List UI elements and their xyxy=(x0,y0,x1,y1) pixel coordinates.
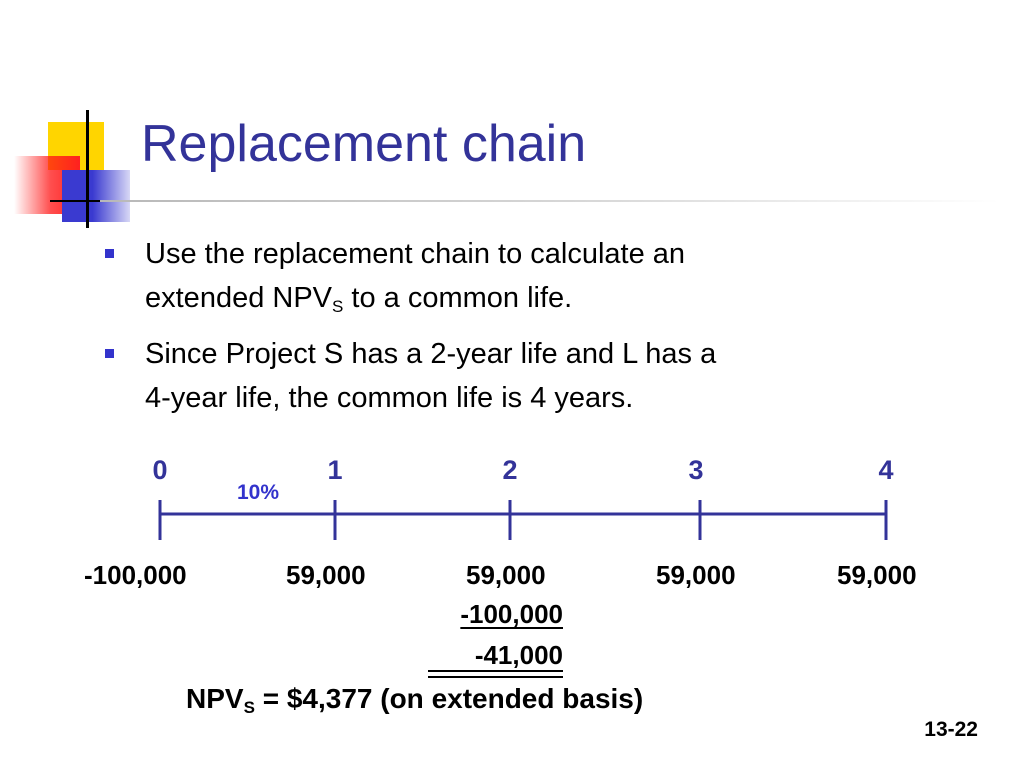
timeline-axis xyxy=(158,500,888,540)
double-underline-top xyxy=(428,670,563,672)
slide-title: Replacement chain xyxy=(141,115,587,173)
double-underline-bottom xyxy=(428,676,563,678)
timeline-period-label: 0 xyxy=(152,455,168,485)
decorative-logo xyxy=(0,100,150,230)
bullet-line: Use the replacement chain to calculate a… xyxy=(145,238,686,270)
net-cash-flow-value: -41,000 xyxy=(474,640,563,670)
cash-flow-value: -100,000 xyxy=(84,560,187,590)
discount-rate-label: 10% xyxy=(237,481,280,504)
bullet-line: extended NPVS to a common life. xyxy=(145,276,905,320)
bullet-text: Use the replacement chain to calculate a… xyxy=(145,232,905,320)
bullet-line: Since Project S has a 2-year life and L … xyxy=(145,338,717,370)
bullet-item: Since Project S has a 2-year life and L … xyxy=(105,332,905,422)
bullet-text-segment: extended NPV xyxy=(145,282,333,314)
timeline-period-label: 4 xyxy=(878,455,894,485)
cash-flow-value: 59,000 xyxy=(466,560,546,590)
bullet-marker-icon xyxy=(105,249,114,258)
npv-label: NPV xyxy=(186,683,244,714)
subscript: S xyxy=(243,698,255,717)
logo-blue-square xyxy=(62,170,130,222)
replacement-cost-value: -100,000 xyxy=(460,599,563,629)
cash-flow-value: 59,000 xyxy=(837,560,917,590)
timeline-period-label: 2 xyxy=(502,455,518,485)
bullet-text-segment: to a common life. xyxy=(343,282,573,314)
slide-number: 13-22 xyxy=(924,718,978,741)
cash-flow-value: 59,000 xyxy=(286,560,366,590)
bullet-item: Use the replacement chain to calculate a… xyxy=(105,232,905,322)
logo-vertical-line xyxy=(86,110,89,228)
npv-result: NPVS = $4,377 (on extended basis) xyxy=(186,683,644,717)
bullet-line: 4-year life, the common life is 4 years. xyxy=(145,382,634,414)
title-divider xyxy=(100,200,1000,202)
bullet-text: Since Project S has a 2-year life and L … xyxy=(145,332,905,420)
bullet-marker-icon xyxy=(105,349,114,358)
subscript: S xyxy=(332,297,344,316)
timeline-period-label: 3 xyxy=(688,455,704,485)
npv-value-text: = $4,377 (on extended basis) xyxy=(254,683,644,714)
cash-flow-value: 59,000 xyxy=(656,560,736,590)
timeline-period-label: 1 xyxy=(327,455,343,485)
